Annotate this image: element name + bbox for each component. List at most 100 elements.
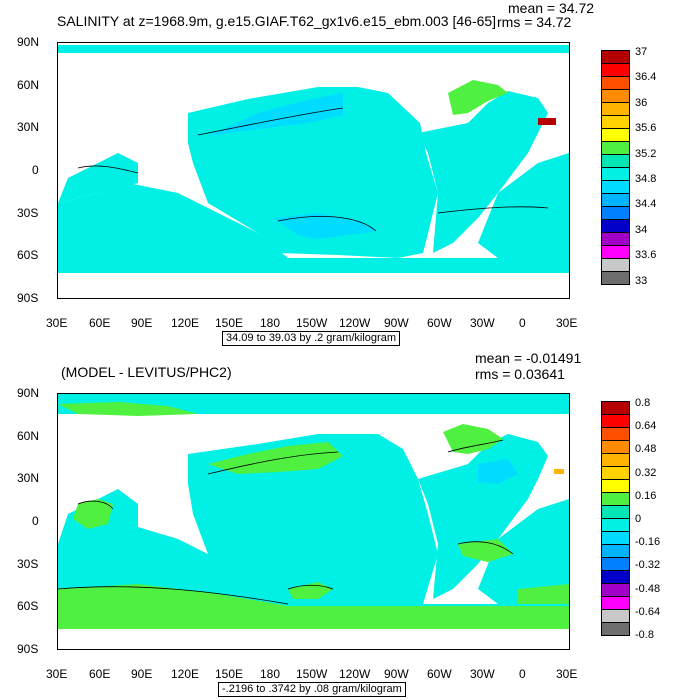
lon-label: 30E bbox=[556, 316, 578, 330]
lon-label: 120E bbox=[171, 316, 200, 330]
colorbar-label: -0.32 bbox=[635, 559, 661, 572]
colorbar-swatch bbox=[601, 115, 630, 129]
colorbar-label: -0.16 bbox=[635, 536, 661, 549]
colorbar-label: 35.6 bbox=[635, 122, 657, 135]
lon-label: 180 bbox=[260, 667, 281, 681]
lon-label: 150E bbox=[215, 316, 244, 330]
panel2-map-svg bbox=[58, 394, 569, 649]
low-salinity-patch bbox=[208, 93, 343, 136]
panel1-title: SALINITY at z=1968.9m, g.e15.GIAF.T62_gx… bbox=[57, 13, 497, 29]
lon-label: 30E bbox=[556, 667, 578, 681]
colorbar-swatch bbox=[601, 427, 630, 441]
lon-label: 90E bbox=[131, 667, 153, 681]
lon-label: 30W bbox=[470, 667, 495, 681]
lat-label: 90N bbox=[17, 35, 40, 49]
colorbar-swatch bbox=[601, 414, 630, 428]
colorbar-swatch bbox=[601, 102, 630, 116]
panel1-range-note: 34.09 to 39.03 by .2 gram/kilogram bbox=[222, 331, 400, 346]
colorbar-swatch bbox=[601, 570, 630, 584]
ocean-region bbox=[58, 153, 138, 203]
colorbar-swatch bbox=[601, 440, 630, 454]
lat-label: 60S bbox=[17, 599, 39, 613]
ocean-region bbox=[58, 394, 569, 414]
colorbar-label: 36.4 bbox=[635, 71, 657, 84]
panel2-map bbox=[57, 393, 570, 650]
colorbar-swatch bbox=[601, 193, 630, 207]
colorbar-label: 33 bbox=[635, 274, 648, 287]
lat-label: 90S bbox=[17, 642, 39, 656]
colorbar-swatch bbox=[601, 531, 630, 545]
high-salinity-patch bbox=[448, 80, 508, 115]
positive-anomaly-patch bbox=[58, 402, 198, 416]
colorbar-swatch bbox=[601, 180, 630, 194]
lat-label: 30S bbox=[17, 206, 39, 220]
lon-label: 150E bbox=[215, 667, 244, 681]
colorbar-label: 37 bbox=[635, 46, 648, 58]
high-salinity-patch bbox=[538, 118, 556, 125]
lon-label: 180 bbox=[260, 316, 281, 330]
panel1-map-svg bbox=[58, 43, 569, 298]
lon-label: 60W bbox=[427, 316, 452, 330]
positive-anomaly-patch bbox=[554, 469, 564, 474]
lon-label: 0 bbox=[519, 316, 526, 330]
lon-label: 90E bbox=[131, 316, 153, 330]
ocean-region bbox=[418, 91, 548, 253]
colorbar-swatch bbox=[601, 492, 630, 506]
colorbar-swatch bbox=[601, 557, 630, 571]
colorbar-swatch bbox=[601, 271, 630, 285]
colorbar-swatch bbox=[601, 505, 630, 519]
ocean-region bbox=[188, 434, 438, 609]
lat-label: 0 bbox=[32, 514, 39, 528]
colorbar-label: 35.2 bbox=[635, 147, 657, 160]
lat-label: 90S bbox=[17, 291, 39, 305]
panel1-map bbox=[57, 42, 570, 299]
colorbar-label: 0.16 bbox=[635, 489, 657, 502]
lon-label: 120W bbox=[339, 667, 371, 681]
lon-label: 150W bbox=[296, 316, 328, 330]
panel1-mean: mean = 34.72 bbox=[508, 0, 595, 16]
colorbar-label: -0.48 bbox=[635, 582, 661, 595]
panel2-rms: rms = 0.03641 bbox=[475, 366, 565, 382]
panel2-title: (MODEL - LEVITUS/PHC2) bbox=[61, 364, 232, 380]
colorbar-swatch bbox=[601, 76, 630, 90]
colorbar-label: 34 bbox=[635, 223, 648, 236]
ocean-region bbox=[58, 183, 569, 273]
lon-label: 0 bbox=[519, 667, 526, 681]
colorbar-label: 0.32 bbox=[635, 466, 657, 479]
lon-label: 120W bbox=[339, 316, 371, 330]
colorbar-swatch bbox=[601, 63, 630, 77]
colorbar-swatch bbox=[601, 50, 630, 64]
colorbar-swatch bbox=[601, 401, 630, 415]
ocean-region bbox=[478, 499, 569, 604]
panel2-range-note: -.2196 to .3742 by .08 gram/kilogram bbox=[218, 682, 406, 697]
lat-label: 30N bbox=[17, 471, 40, 485]
colorbar-swatch bbox=[601, 544, 630, 558]
lon-label: 60E bbox=[89, 316, 111, 330]
lon-label: 120E bbox=[171, 667, 200, 681]
lon-label: 150W bbox=[296, 667, 328, 681]
colorbar-swatch bbox=[601, 466, 630, 480]
lon-label: 30E bbox=[46, 667, 68, 681]
colorbar-label: 0.8 bbox=[635, 397, 651, 409]
colorbar-label: 33.6 bbox=[635, 249, 657, 262]
lon-label: 90W bbox=[384, 316, 409, 330]
lat-label: 60S bbox=[17, 248, 39, 262]
colorbar-swatch bbox=[601, 219, 630, 233]
colorbar-swatch bbox=[601, 128, 630, 142]
colorbar-swatch bbox=[601, 596, 630, 610]
positive-anomaly-patch bbox=[518, 584, 569, 604]
positive-anomaly-patch bbox=[73, 499, 113, 529]
lat-label: 30N bbox=[17, 120, 40, 134]
positive-anomaly-patch bbox=[458, 539, 513, 562]
lon-label: 60W bbox=[427, 667, 452, 681]
colorbar-swatch bbox=[601, 518, 630, 532]
colorbar-swatch bbox=[601, 479, 630, 493]
panel2-mean: mean = -0.01491 bbox=[475, 350, 582, 366]
colorbar-swatch bbox=[601, 453, 630, 467]
colorbar-swatch bbox=[601, 141, 630, 155]
colorbar-swatch bbox=[601, 167, 630, 181]
colorbar-label: 34.4 bbox=[635, 198, 657, 211]
colorbar-swatch bbox=[601, 206, 630, 220]
colorbar-label: -0.8 bbox=[635, 629, 654, 641]
lon-label: 30E bbox=[46, 316, 68, 330]
